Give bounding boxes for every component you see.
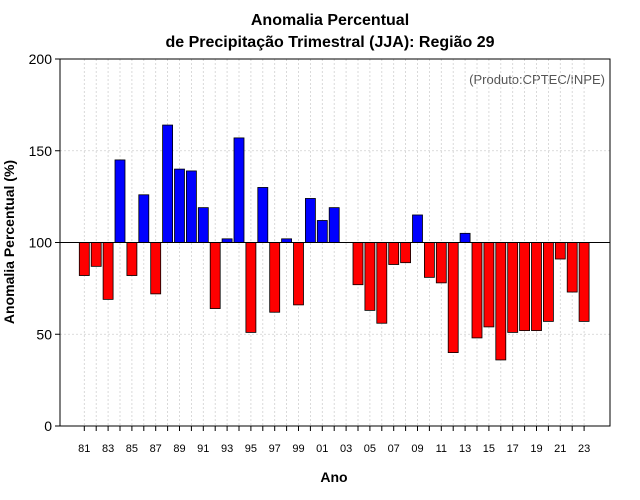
x-axis-title: Ano (320, 469, 347, 485)
bar-02 (328, 207, 340, 243)
y-axis: 0 50 100 150 200 (29, 51, 60, 434)
x-tick-label: 13 (459, 443, 471, 455)
bar-97 (269, 242, 281, 313)
y-tick-label: 100 (29, 235, 53, 251)
bar-91 (197, 207, 209, 243)
bar-93 (221, 238, 233, 243)
bar-05 (364, 242, 376, 311)
x-tick-label: 01 (316, 443, 328, 455)
x-tick-label: 23 (578, 443, 590, 455)
x-tick-label: 91 (197, 443, 209, 455)
bar-83 (102, 242, 114, 300)
source-note: (Produto:CPTEC/INPE) (469, 72, 605, 87)
grid-lines (60, 58, 610, 427)
x-tick-label: 03 (340, 443, 352, 455)
bar-89 (174, 168, 185, 243)
bar-08 (400, 242, 412, 264)
bars (78, 124, 590, 361)
bar-23 (578, 242, 590, 322)
bar-98 (281, 238, 293, 243)
bar-13 (459, 232, 471, 243)
bar-10 (423, 242, 435, 278)
x-tick-label: 83 (102, 443, 114, 455)
y-tick-label: 150 (29, 143, 53, 159)
x-tick-label: 07 (388, 443, 400, 455)
y-tick-label: 200 (29, 51, 53, 67)
x-tick-label: 97 (269, 443, 281, 455)
x-axis: 81 83 85 87 89 91 93 95 97 99 01 03 05 07 09 11 13 15 17 19… (78, 426, 590, 455)
bar-85 (126, 242, 138, 276)
bar-96 (257, 187, 269, 243)
bar-19 (531, 242, 542, 331)
bar-16 (495, 242, 507, 361)
y-axis-title: Anomalia Percentual (%) (1, 160, 17, 324)
bar-04 (352, 242, 364, 286)
bar-86 (138, 194, 150, 243)
x-tick-label: 17 (507, 443, 519, 455)
bar-14 (471, 242, 483, 339)
x-tick-label: 15 (483, 443, 495, 455)
bar-92 (209, 242, 221, 309)
bar-22 (566, 242, 578, 293)
bar-21 (554, 242, 566, 260)
bar-88 (162, 124, 174, 243)
x-tick-label: 09 (411, 443, 423, 455)
x-tick-label: 93 (221, 443, 233, 455)
x-tick-label: 99 (292, 443, 304, 455)
x-tick-label: 85 (126, 443, 138, 455)
chart-title-line2: de Precipitação Trimestral (JJA): Região… (165, 34, 494, 51)
bar-15 (483, 242, 495, 328)
bar-81 (78, 242, 90, 276)
bar-84 (114, 159, 126, 243)
bar-01 (316, 220, 328, 243)
bar-06 (376, 242, 388, 324)
bar-20 (543, 242, 554, 322)
x-tick-label: 89 (173, 443, 185, 455)
bar-00 (304, 198, 316, 243)
bar-94 (233, 137, 245, 243)
x-tick-label: 87 (150, 443, 162, 455)
bar-09 (412, 214, 423, 243)
bar-12 (447, 242, 459, 353)
x-tick-label: 95 (245, 443, 257, 455)
bar-87 (150, 242, 162, 295)
bar-90 (185, 170, 197, 243)
x-tick-label: 05 (364, 443, 376, 455)
bar-18 (519, 242, 530, 331)
bar-99 (293, 242, 304, 306)
y-tick-label: 50 (36, 326, 52, 342)
x-tick-label: 81 (78, 443, 90, 455)
chart-title-line1: Anomalia Percentual (251, 12, 409, 29)
y-tick-label: 0 (44, 418, 52, 434)
bar-82 (90, 242, 102, 267)
bar-11 (435, 242, 447, 284)
x-tick-label: 11 (436, 443, 447, 455)
bar-95 (245, 242, 257, 333)
bar-07 (388, 242, 400, 265)
bar-17 (507, 242, 519, 333)
x-tick-label: 19 (530, 443, 542, 455)
x-tick-label: 21 (554, 443, 566, 455)
